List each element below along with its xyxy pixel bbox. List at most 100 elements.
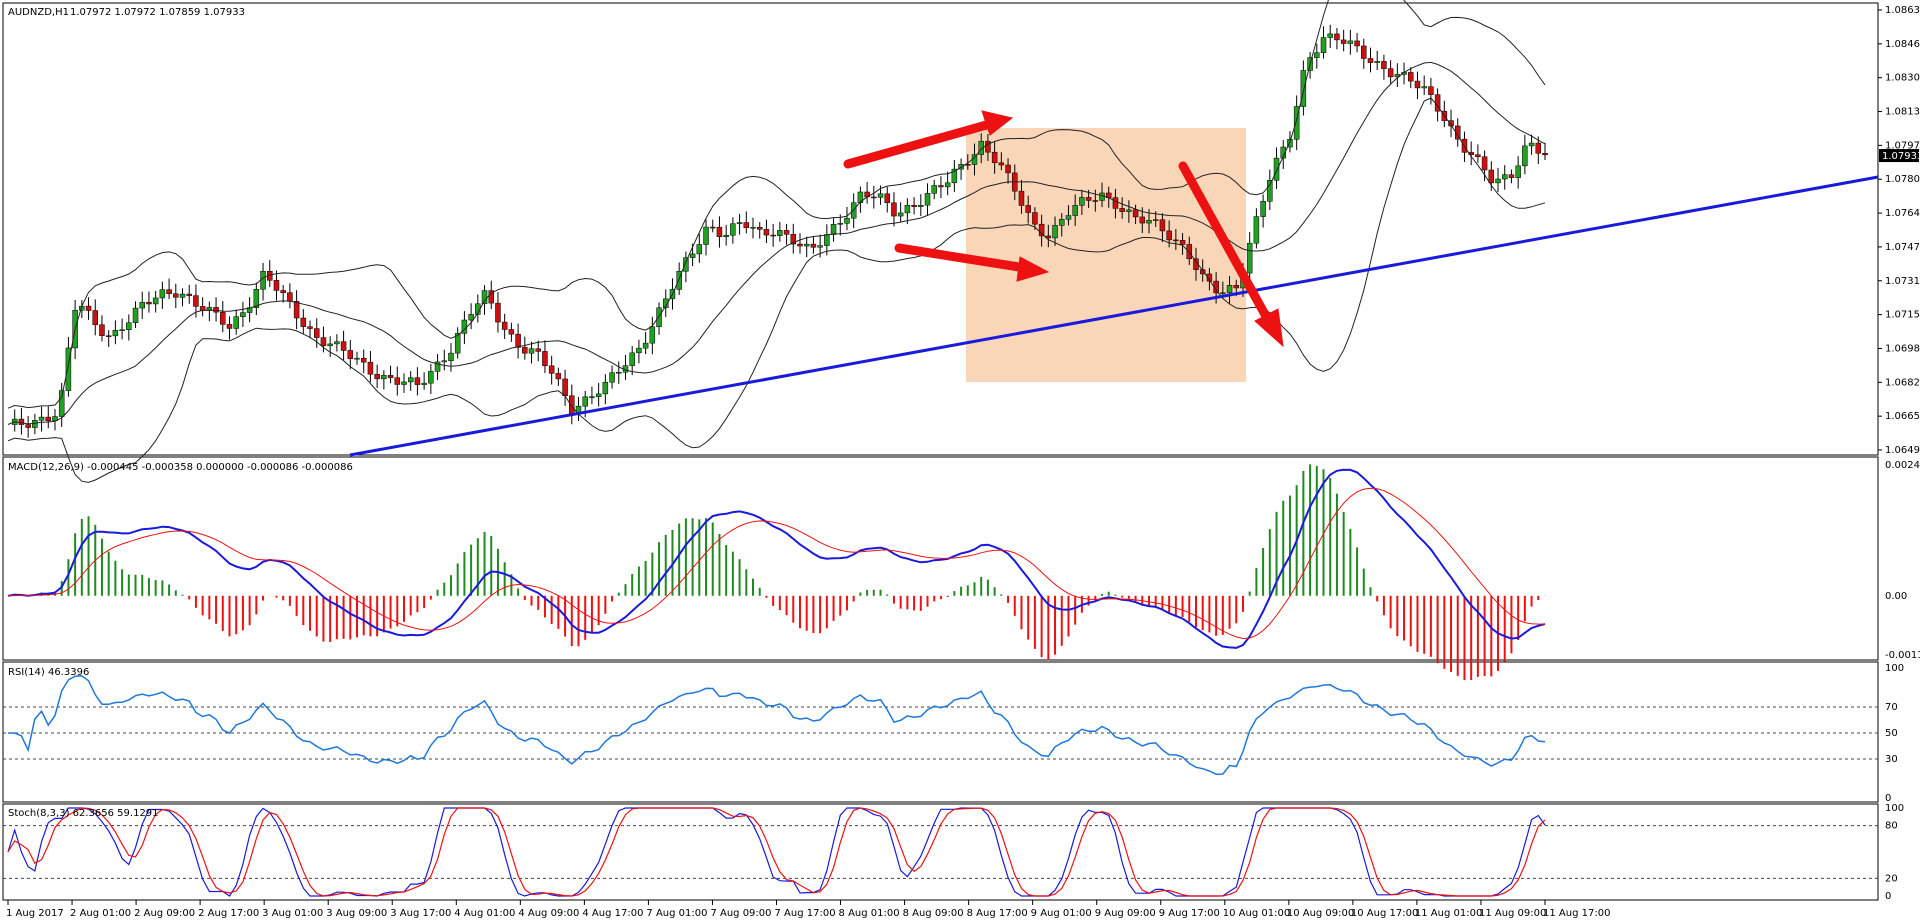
time-tick-label: 8 Aug 01:00 <box>839 908 900 919</box>
candle-body <box>1387 68 1394 78</box>
time-tick-label: 11 Aug 09:00 <box>1479 908 1546 919</box>
candle-body <box>327 343 333 347</box>
bb-lower <box>7 97 1546 483</box>
arrow-down-1 <box>894 243 1030 273</box>
time-tick-label: 3 Aug 01:00 <box>262 908 323 919</box>
rsi-panel[interactable] <box>2 661 1879 803</box>
candle-body <box>18 418 25 425</box>
candle-body <box>629 352 635 366</box>
time-tick-label: 7 Aug 17:00 <box>775 908 836 919</box>
candle-body <box>186 293 192 296</box>
candle-body <box>1428 86 1434 95</box>
candle-body <box>1126 209 1132 212</box>
time-tick-label: 2 Aug 09:00 <box>134 908 195 919</box>
candle-body <box>569 395 575 415</box>
candle-body <box>609 372 615 383</box>
arrow-down-1-head <box>1016 256 1050 282</box>
candle-body <box>1421 86 1427 89</box>
candle-body <box>381 375 387 380</box>
arrow-down-2 <box>1178 161 1273 325</box>
candle-body <box>1327 33 1333 38</box>
time-tick-label: 4 Aug 17:00 <box>582 908 643 919</box>
candle-body <box>280 290 286 293</box>
candle-body <box>1179 240 1186 245</box>
time-tick-label: 4 Aug 09:00 <box>518 908 579 919</box>
price-tick-label: 1.08630 <box>1885 5 1920 16</box>
candle-body <box>347 350 354 359</box>
candle-body <box>649 326 656 344</box>
candle-body <box>1515 165 1521 178</box>
candle-body <box>354 357 360 360</box>
candle-body <box>105 335 112 337</box>
candle-body <box>824 234 830 246</box>
candle-body <box>1475 154 1481 158</box>
stoch-panel[interactable] <box>2 803 1879 901</box>
candle-body <box>65 347 72 391</box>
candle-body <box>1488 169 1495 184</box>
price-tick-label: 1.06655 <box>1885 411 1920 422</box>
candle-body <box>797 243 803 247</box>
candle-body <box>1448 120 1454 127</box>
candle-body <box>1300 70 1307 107</box>
candle-body <box>1273 157 1280 181</box>
candle-body <box>1293 106 1300 140</box>
candle-body <box>1528 142 1535 147</box>
candle-body <box>1146 220 1152 224</box>
candle-body <box>1005 164 1011 174</box>
candle-body <box>119 329 125 331</box>
candle-body <box>1132 209 1139 218</box>
candle-body <box>1085 197 1092 201</box>
candle-body <box>911 205 917 207</box>
candle-body <box>1052 225 1058 239</box>
candle-body <box>938 185 944 188</box>
candle-body <box>1535 142 1542 154</box>
arrow-up <box>843 119 995 169</box>
candle-body <box>763 229 770 236</box>
candle-body <box>1408 72 1414 82</box>
candle-body <box>92 310 99 325</box>
candle-body <box>166 289 172 294</box>
candle-body <box>173 293 179 298</box>
price-tick-label: 1.06490 <box>1885 445 1920 456</box>
macd-tick-label: 0.00 <box>1885 591 1907 602</box>
time-tick-label: 9 Aug 01:00 <box>1031 908 1092 919</box>
candle-body <box>904 205 911 214</box>
price-tick-label: 1.08135 <box>1885 107 1920 118</box>
candle-body <box>441 360 448 363</box>
candle-body <box>360 357 367 363</box>
candle-body <box>320 337 327 347</box>
candle-body <box>1367 58 1374 63</box>
candle-body <box>273 280 280 291</box>
candle-body <box>233 316 239 329</box>
candle-body <box>985 140 991 153</box>
candle-body <box>777 230 783 236</box>
price-tick-label: 1.06820 <box>1885 377 1920 388</box>
candle-body <box>1495 178 1501 184</box>
rsi-label: RSI(14) 46.3396 <box>8 667 89 678</box>
candle-body <box>783 230 790 235</box>
rsi-line <box>8 675 1546 775</box>
time-tick-label: 8 Aug 17:00 <box>967 908 1028 919</box>
candle-body <box>616 371 622 374</box>
price-tick-label: 1.08300 <box>1885 73 1920 84</box>
candle-body <box>58 390 65 417</box>
time-tick-label: 2 Aug 17:00 <box>198 908 259 919</box>
time-tick-label: 11 Aug 01:00 <box>1415 908 1482 919</box>
candle-body <box>1152 219 1159 221</box>
annotation-arrows <box>843 110 1284 348</box>
candle-body <box>240 312 246 317</box>
candle-body <box>1206 273 1213 282</box>
candle-body <box>1092 200 1099 202</box>
candle-body <box>213 307 219 313</box>
candle-body <box>1347 40 1354 44</box>
candle-body <box>1481 156 1488 171</box>
candle-body <box>830 224 837 235</box>
price-panel[interactable] <box>2 2 1879 456</box>
candle-body <box>387 375 394 378</box>
candle-body <box>159 289 166 299</box>
time-tick-label: 9 Aug 09:00 <box>1095 908 1156 919</box>
candle-body <box>703 226 709 245</box>
candle-body <box>340 341 347 351</box>
candle-body <box>897 212 904 217</box>
